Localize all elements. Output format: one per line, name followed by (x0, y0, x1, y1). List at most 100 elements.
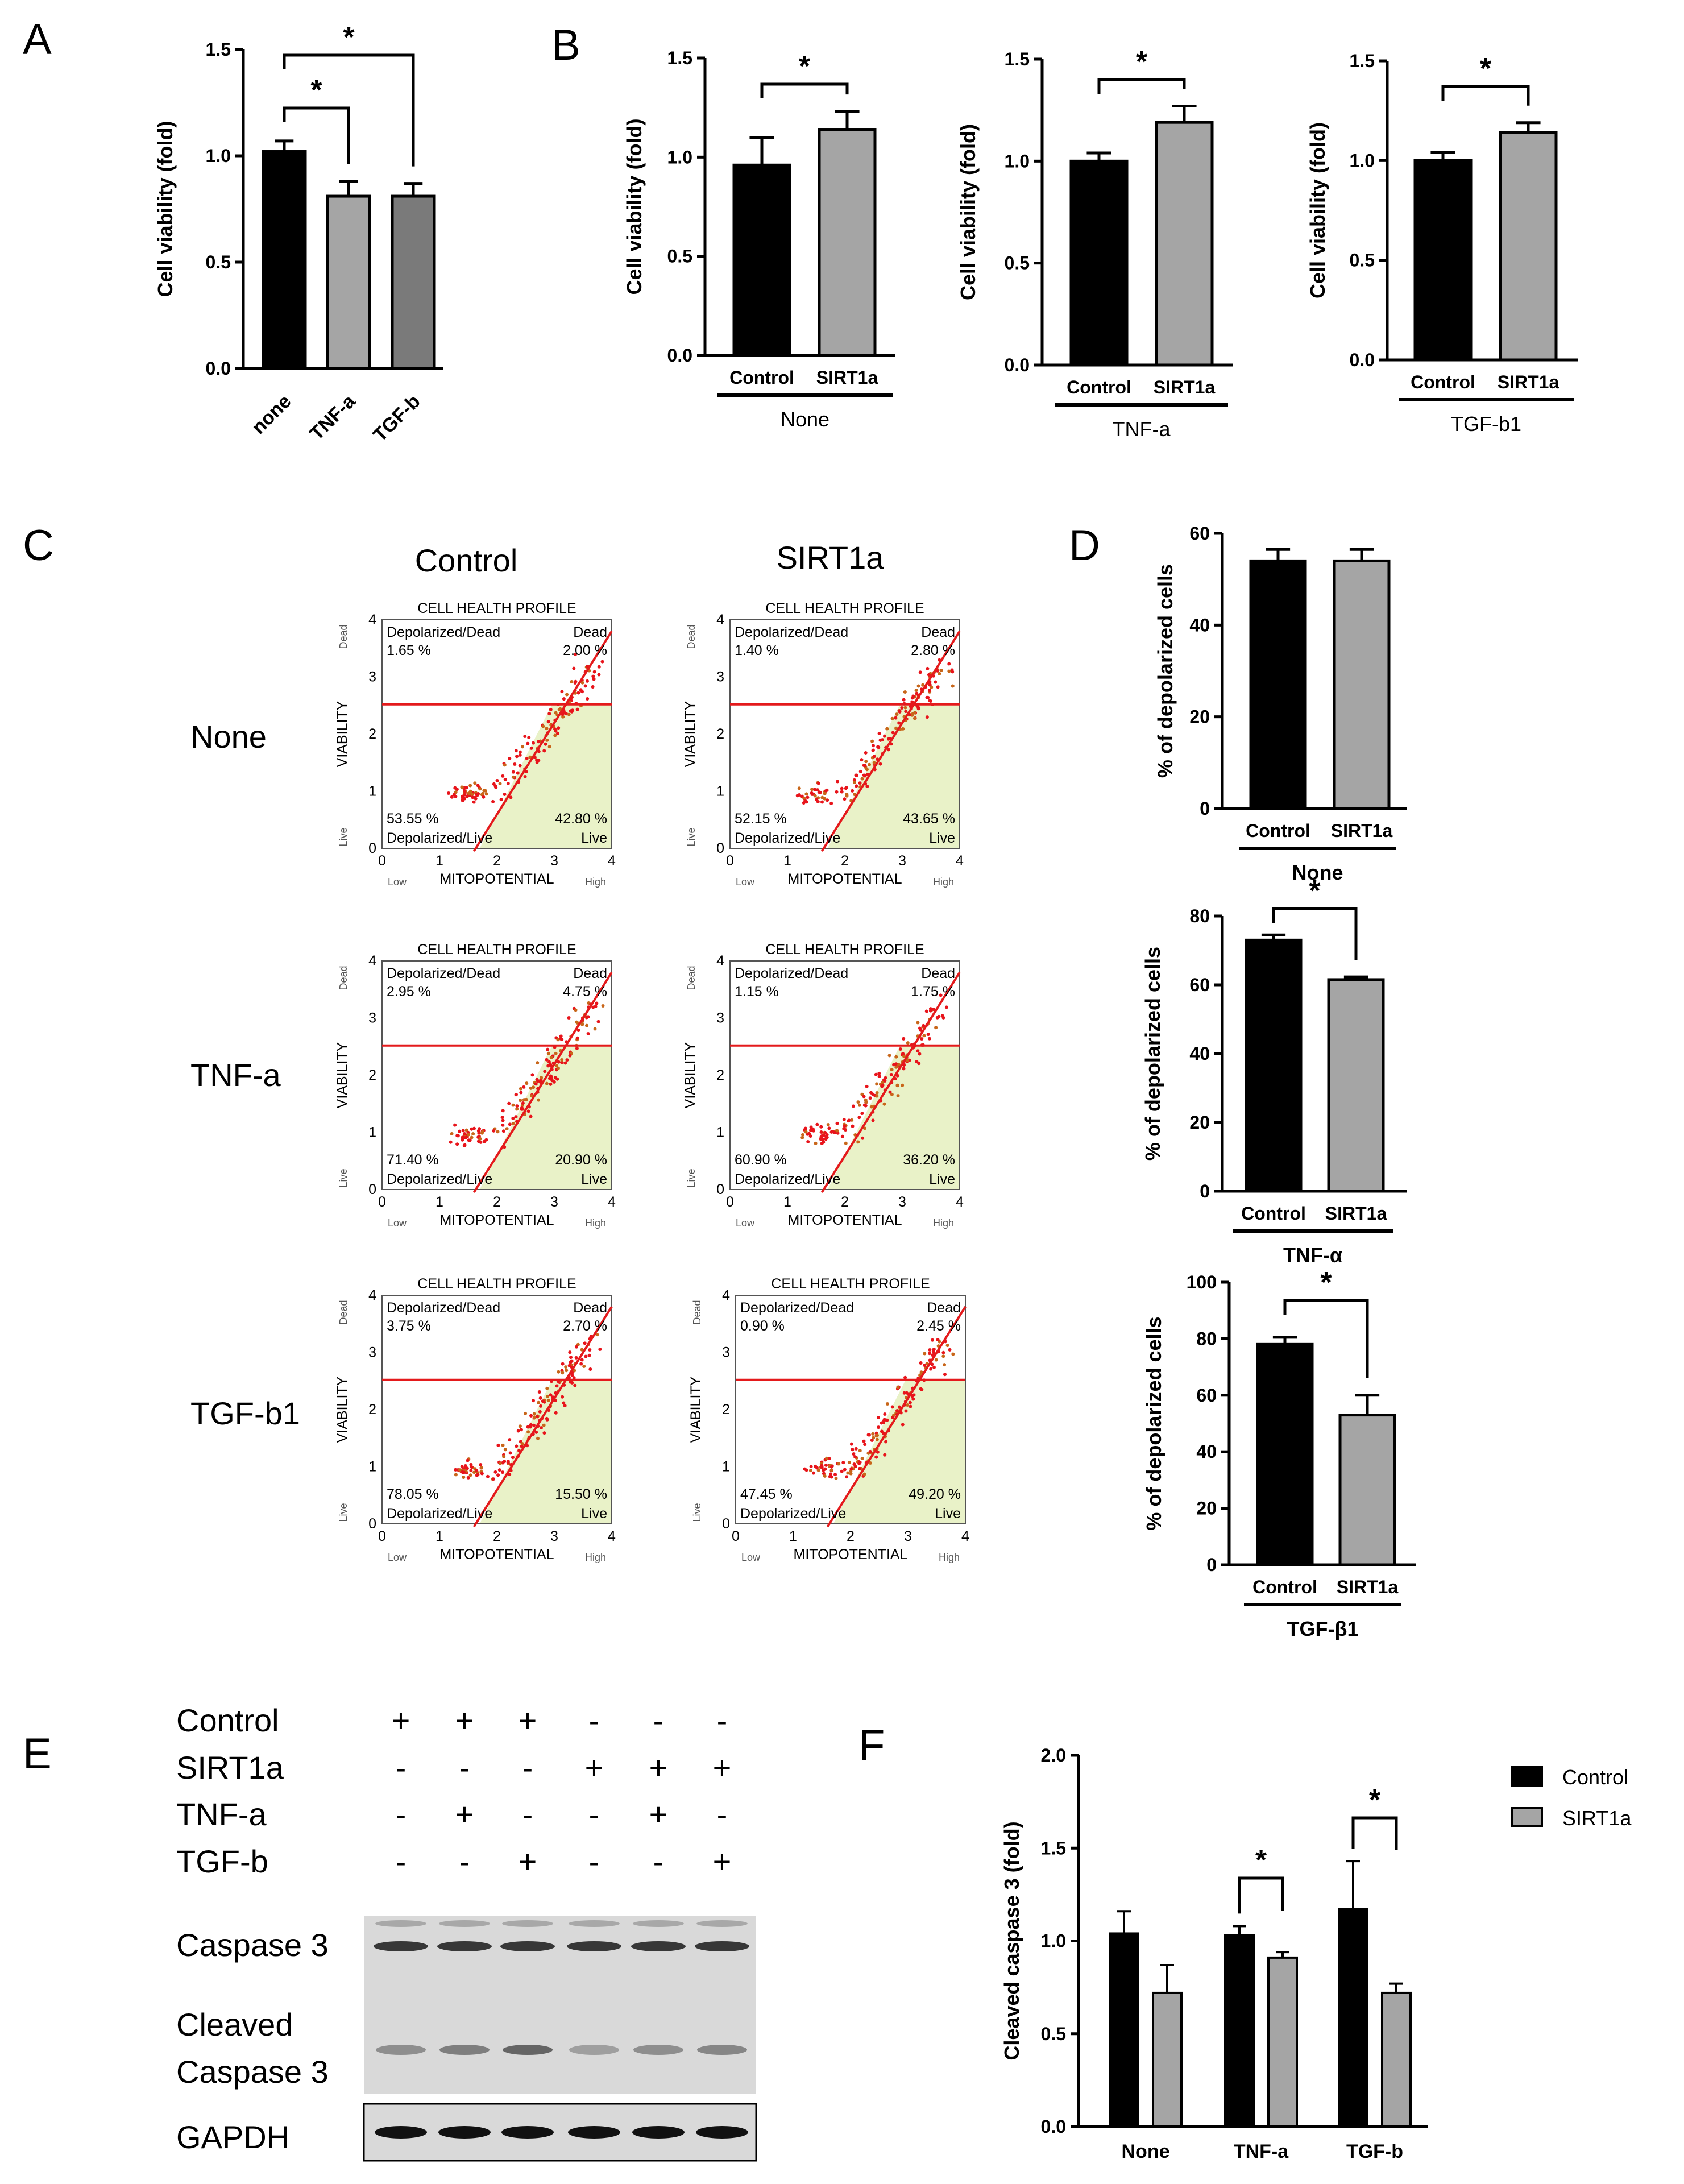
flow-event (501, 1443, 505, 1447)
flow-event (895, 1083, 899, 1087)
flow-event (858, 1460, 862, 1464)
flow-event (508, 757, 512, 761)
blot-membrane-gapdh (364, 2104, 756, 2161)
flow-event (575, 707, 579, 711)
flow-event (552, 1080, 556, 1084)
significance-star: * (1480, 52, 1492, 85)
quadrant-label-ll: Depolarized/Live (387, 1171, 492, 1187)
flow-event (496, 1443, 500, 1447)
flow-event (927, 673, 931, 677)
group-label: None (1292, 861, 1343, 884)
quadrant-label-lr: Live (581, 1171, 607, 1187)
flow-event (895, 712, 899, 716)
y-tick-label: 1.5 (206, 39, 231, 60)
panel-label-c: C (23, 521, 54, 570)
flow-x-tick: 2 (493, 853, 501, 869)
flow-event (827, 1126, 831, 1130)
flow-event (943, 1373, 947, 1377)
flow-event (803, 1126, 807, 1130)
flow-event (515, 755, 519, 759)
blot-label-control: Control (176, 1702, 279, 1738)
flow-event (468, 1138, 472, 1142)
y-tick-label: 0.0 (1005, 355, 1030, 375)
quadrant-label-ul: Depolarized/Dead (735, 624, 848, 640)
flow-event (824, 1463, 828, 1467)
flow-event (542, 749, 546, 753)
x-tick-label: TGF-b (1346, 2141, 1403, 2162)
blot-mark: + (585, 1750, 604, 1785)
flow-event (494, 785, 498, 789)
flow-plot-title: CELL HEALTH PROFILE (417, 600, 576, 616)
flow-event (454, 790, 458, 794)
flow-event (501, 1109, 505, 1113)
flow-event (826, 798, 829, 802)
flow-x-tick: 3 (550, 1528, 558, 1544)
blot-mark: + (519, 1702, 537, 1738)
flow-event (915, 1060, 919, 1064)
x-tick-label: SIRT1a (1498, 372, 1559, 392)
band-caspase3 (437, 1941, 492, 1951)
flow-event (463, 789, 467, 793)
flow-event (546, 1051, 550, 1055)
quadrant-label-ur: Dead (573, 965, 607, 981)
flow-event (516, 771, 520, 775)
flow-event (941, 1354, 945, 1358)
flow-x-high: High (585, 1552, 606, 1563)
flow-event (912, 716, 916, 720)
flow-event (931, 1350, 935, 1354)
bar (1224, 1934, 1255, 2128)
significance-star: * (310, 74, 322, 107)
flow-event (576, 691, 580, 695)
flow-y-live: Live (691, 1503, 703, 1522)
flow-plot-title: CELL HEALTH PROFILE (765, 942, 924, 958)
flow-event (840, 790, 844, 794)
band-cleaved-caspase3 (697, 2045, 747, 2055)
x-tick-label: Control (1246, 820, 1310, 841)
flow-y-tick: 1 (368, 1459, 376, 1475)
flow-event (883, 1412, 887, 1416)
y-tick-label: 2.0 (1041, 1745, 1066, 1766)
flow-event (545, 1081, 549, 1085)
flow-x-tick: 4 (608, 853, 616, 869)
flow-event (470, 1127, 474, 1131)
flow-event (472, 800, 476, 804)
flow-event (819, 1125, 823, 1129)
flow-event (870, 739, 874, 743)
flow-event (453, 786, 457, 790)
flow-event (542, 1431, 546, 1435)
flow-event (856, 1100, 860, 1104)
flow-event (532, 1399, 536, 1403)
flow-y-tick: 0 (716, 840, 724, 856)
flow-event (575, 1046, 579, 1050)
flow-event (538, 1396, 542, 1400)
quadrant-label-ur: Dead (573, 1300, 607, 1316)
blot-mark: - (459, 1843, 470, 1879)
quadrant-label-ur: Dead (573, 624, 607, 640)
flow-event (505, 1127, 509, 1131)
flow-event (868, 1096, 872, 1100)
flow-event (526, 1425, 530, 1429)
flow-y-tick: 1 (368, 784, 376, 799)
flow-x-tick: 3 (550, 853, 558, 869)
x-tick-label: TNF-a (1234, 2141, 1289, 2162)
flow-event (600, 660, 604, 664)
flow-event (514, 1093, 518, 1097)
quadrant-value-ur: 4.75 % (563, 984, 607, 1000)
flow-event (592, 677, 596, 681)
group-label: TGF-b1 (1451, 412, 1521, 436)
flow-event (939, 993, 943, 997)
flow-event (511, 1103, 515, 1107)
flow-event (493, 1470, 497, 1474)
flow-event (557, 1060, 561, 1064)
flow-x-tick: 0 (726, 853, 734, 869)
flow-event (501, 1461, 505, 1465)
flow-event (906, 1041, 910, 1045)
x-tick-label: SIRT1a (1325, 1203, 1387, 1224)
flow-x-label: MITOPOTENTIAL (440, 1547, 554, 1563)
flow-event (945, 1344, 949, 1348)
flow-event (944, 1005, 948, 1009)
flow-event (858, 781, 862, 785)
flow-event (470, 1465, 474, 1469)
flow-event (546, 1394, 550, 1398)
